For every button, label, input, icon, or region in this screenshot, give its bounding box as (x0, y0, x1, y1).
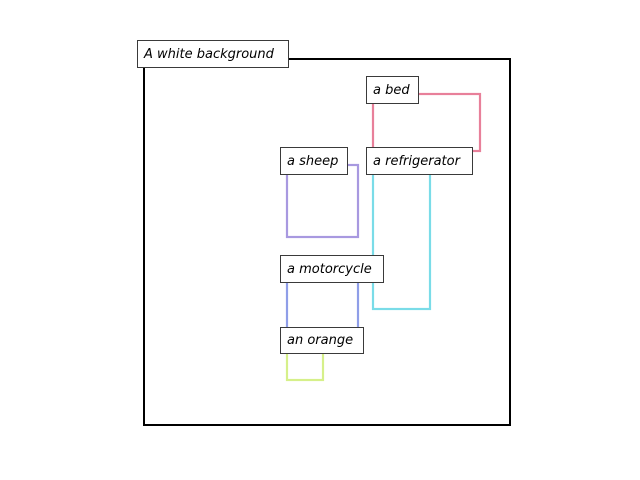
sheep-label: a sheep (280, 147, 348, 175)
svg-text:a sheep: a sheep (287, 154, 338, 169)
background-frame (143, 58, 511, 426)
refrigerator-box (371, 163, 432, 311)
bed-label: a bed (366, 76, 419, 104)
svg-text:a refrigerator: a refrigerator (373, 154, 462, 169)
svg-text:a motorcycle: a motorcycle (287, 262, 372, 277)
motorcycle-label: a motorcycle (280, 255, 384, 283)
sheep-box (285, 163, 360, 239)
refrigerator-label: a refrigerator (366, 147, 473, 175)
background-label: A white background (137, 40, 289, 68)
svg-text:a bed: a bed (373, 83, 410, 98)
orange-label: an orange (280, 327, 364, 354)
svg-text:an orange: an orange (287, 333, 353, 348)
svg-text:A white background: A white background (143, 47, 275, 62)
